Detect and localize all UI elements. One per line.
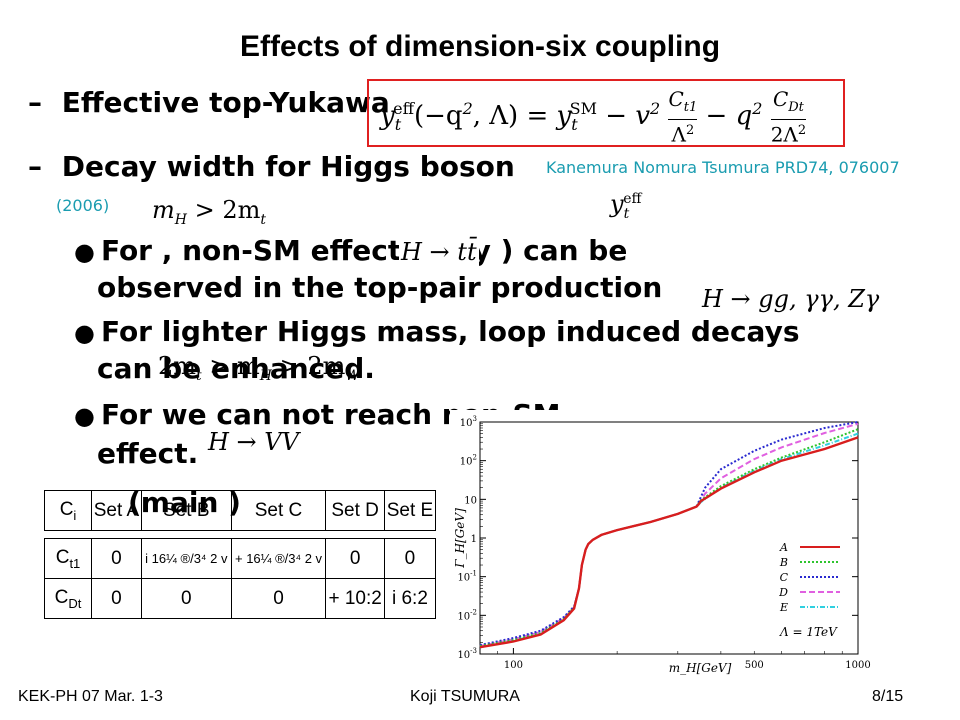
item-decay-width: – Decay width for Higgs boson — [28, 150, 515, 183]
dash-marker: – — [28, 150, 42, 183]
math-mh-gt-2mt: mH > 2mt — [152, 196, 267, 228]
yukawa-equation: yteff(−q2, Λ) = ytSM − v2 Ct1 Λ2 − q2 CD… — [380, 87, 807, 147]
x-axis-label: m_H[GeV] — [669, 661, 732, 675]
table-header-cell: Set D — [325, 490, 385, 531]
y-tick-label: 103 — [460, 415, 477, 429]
table-header-cell: Ci — [44, 490, 92, 531]
lambda-annotation: Λ = 1TeV — [779, 625, 838, 639]
math-h-to-tt: H → tt̄ — [399, 238, 479, 266]
y-tick-label: 10-3 — [457, 647, 477, 661]
table-cell: 0 — [91, 538, 142, 579]
table-header-cell: Set E — [383, 490, 437, 531]
item-effective-yukawa: – Effective top-Yukawa — [28, 86, 390, 119]
table-header-cell: Set B — [140, 490, 232, 531]
footer-page-number: 8/15 — [872, 688, 904, 705]
bullet-heavy-higgs: ● For , non-SM effect (only ) can be obse… — [74, 234, 663, 304]
x-tick-label: 1000 — [845, 660, 870, 671]
x-tick-label: 500 — [745, 660, 764, 671]
y-tick-label: 10 — [464, 495, 477, 506]
table-cell: 0 — [383, 538, 437, 579]
table-row-label: CDt — [44, 578, 92, 619]
table-cell: 0 — [91, 578, 142, 619]
table-header-row: Ci Set A Set B Set C Set D Set E — [44, 490, 437, 531]
bullet-lighter-higgs: ● For lighter Higgs mass, loop induced de… — [74, 315, 800, 385]
table-row-label: Ct1 — [44, 538, 92, 579]
table-cell: i 16¼ ®/3⁴ 2 v — [140, 538, 232, 579]
table-cell: 0 — [230, 578, 327, 619]
slide-title: Effects of dimension-six coupling — [239, 30, 721, 63]
y-tick-label: 102 — [460, 454, 477, 468]
table-row: Ct1 0 i 16¼ ®/3⁴ 2 v + 16¼ ®/3⁴ 2 v 0 0 — [44, 538, 437, 579]
item-text: Effective top-Yukawa — [61, 86, 390, 119]
math-yt-eff: yteff — [610, 190, 642, 222]
math-mass-range: 2mt > mH > 2mW — [158, 352, 360, 384]
table-cell: + 16¼ ®/3⁴ 2 v — [230, 538, 327, 579]
table-cell: i 6:2 — [383, 578, 437, 619]
x-tick-label: 100 — [504, 660, 523, 671]
table-row: CDt 0 0 0 + 10:2 i 6:2 — [44, 578, 437, 619]
table-header-cell: Set A — [91, 490, 142, 531]
reference-year: (2006) — [56, 196, 110, 215]
table-cell: + 10:2 — [325, 578, 385, 619]
coupling-sets-table: Ci Set A Set B Set C Set D Set E Ct1 0 i… — [44, 490, 437, 619]
reference-citation: Kanemura Nomura Tsumura PRD74, 076007 — [546, 158, 900, 177]
y-tick-label: 1 — [471, 534, 477, 545]
table-header-cell: Set C — [230, 490, 327, 531]
legend-label: E — [779, 601, 788, 614]
item-text: Decay width for Higgs boson — [61, 150, 515, 183]
footer-author: Koji TSUMURA — [410, 688, 520, 705]
legend-label: A — [779, 541, 788, 554]
y-tick-label: 10-1 — [457, 570, 477, 584]
yukawa-equation-box — [367, 79, 845, 147]
y-axis-label: Γ_H[GeV] — [453, 508, 467, 569]
math-h-to-gg: H → gg, γγ, Zγ — [700, 285, 882, 313]
table-cell: 0 — [140, 578, 232, 619]
legend-label: B — [779, 556, 788, 569]
dash-marker: – — [28, 86, 42, 119]
math-h-to-vv: H → VV — [208, 428, 299, 456]
series-line-a — [479, 436, 859, 649]
legend-label: C — [780, 571, 789, 584]
footer-conference: KEK-PH 07 Mar. 1-3 — [18, 688, 163, 705]
higgs-width-chart: 10-3 10-2 10-1 1 10 102 103 100 500 1000 Γ_H[GeV… — [450, 410, 960, 682]
legend-label: D — [778, 586, 788, 599]
y-tick-label: 10-2 — [457, 608, 477, 622]
table-cell: 0 — [325, 538, 385, 579]
